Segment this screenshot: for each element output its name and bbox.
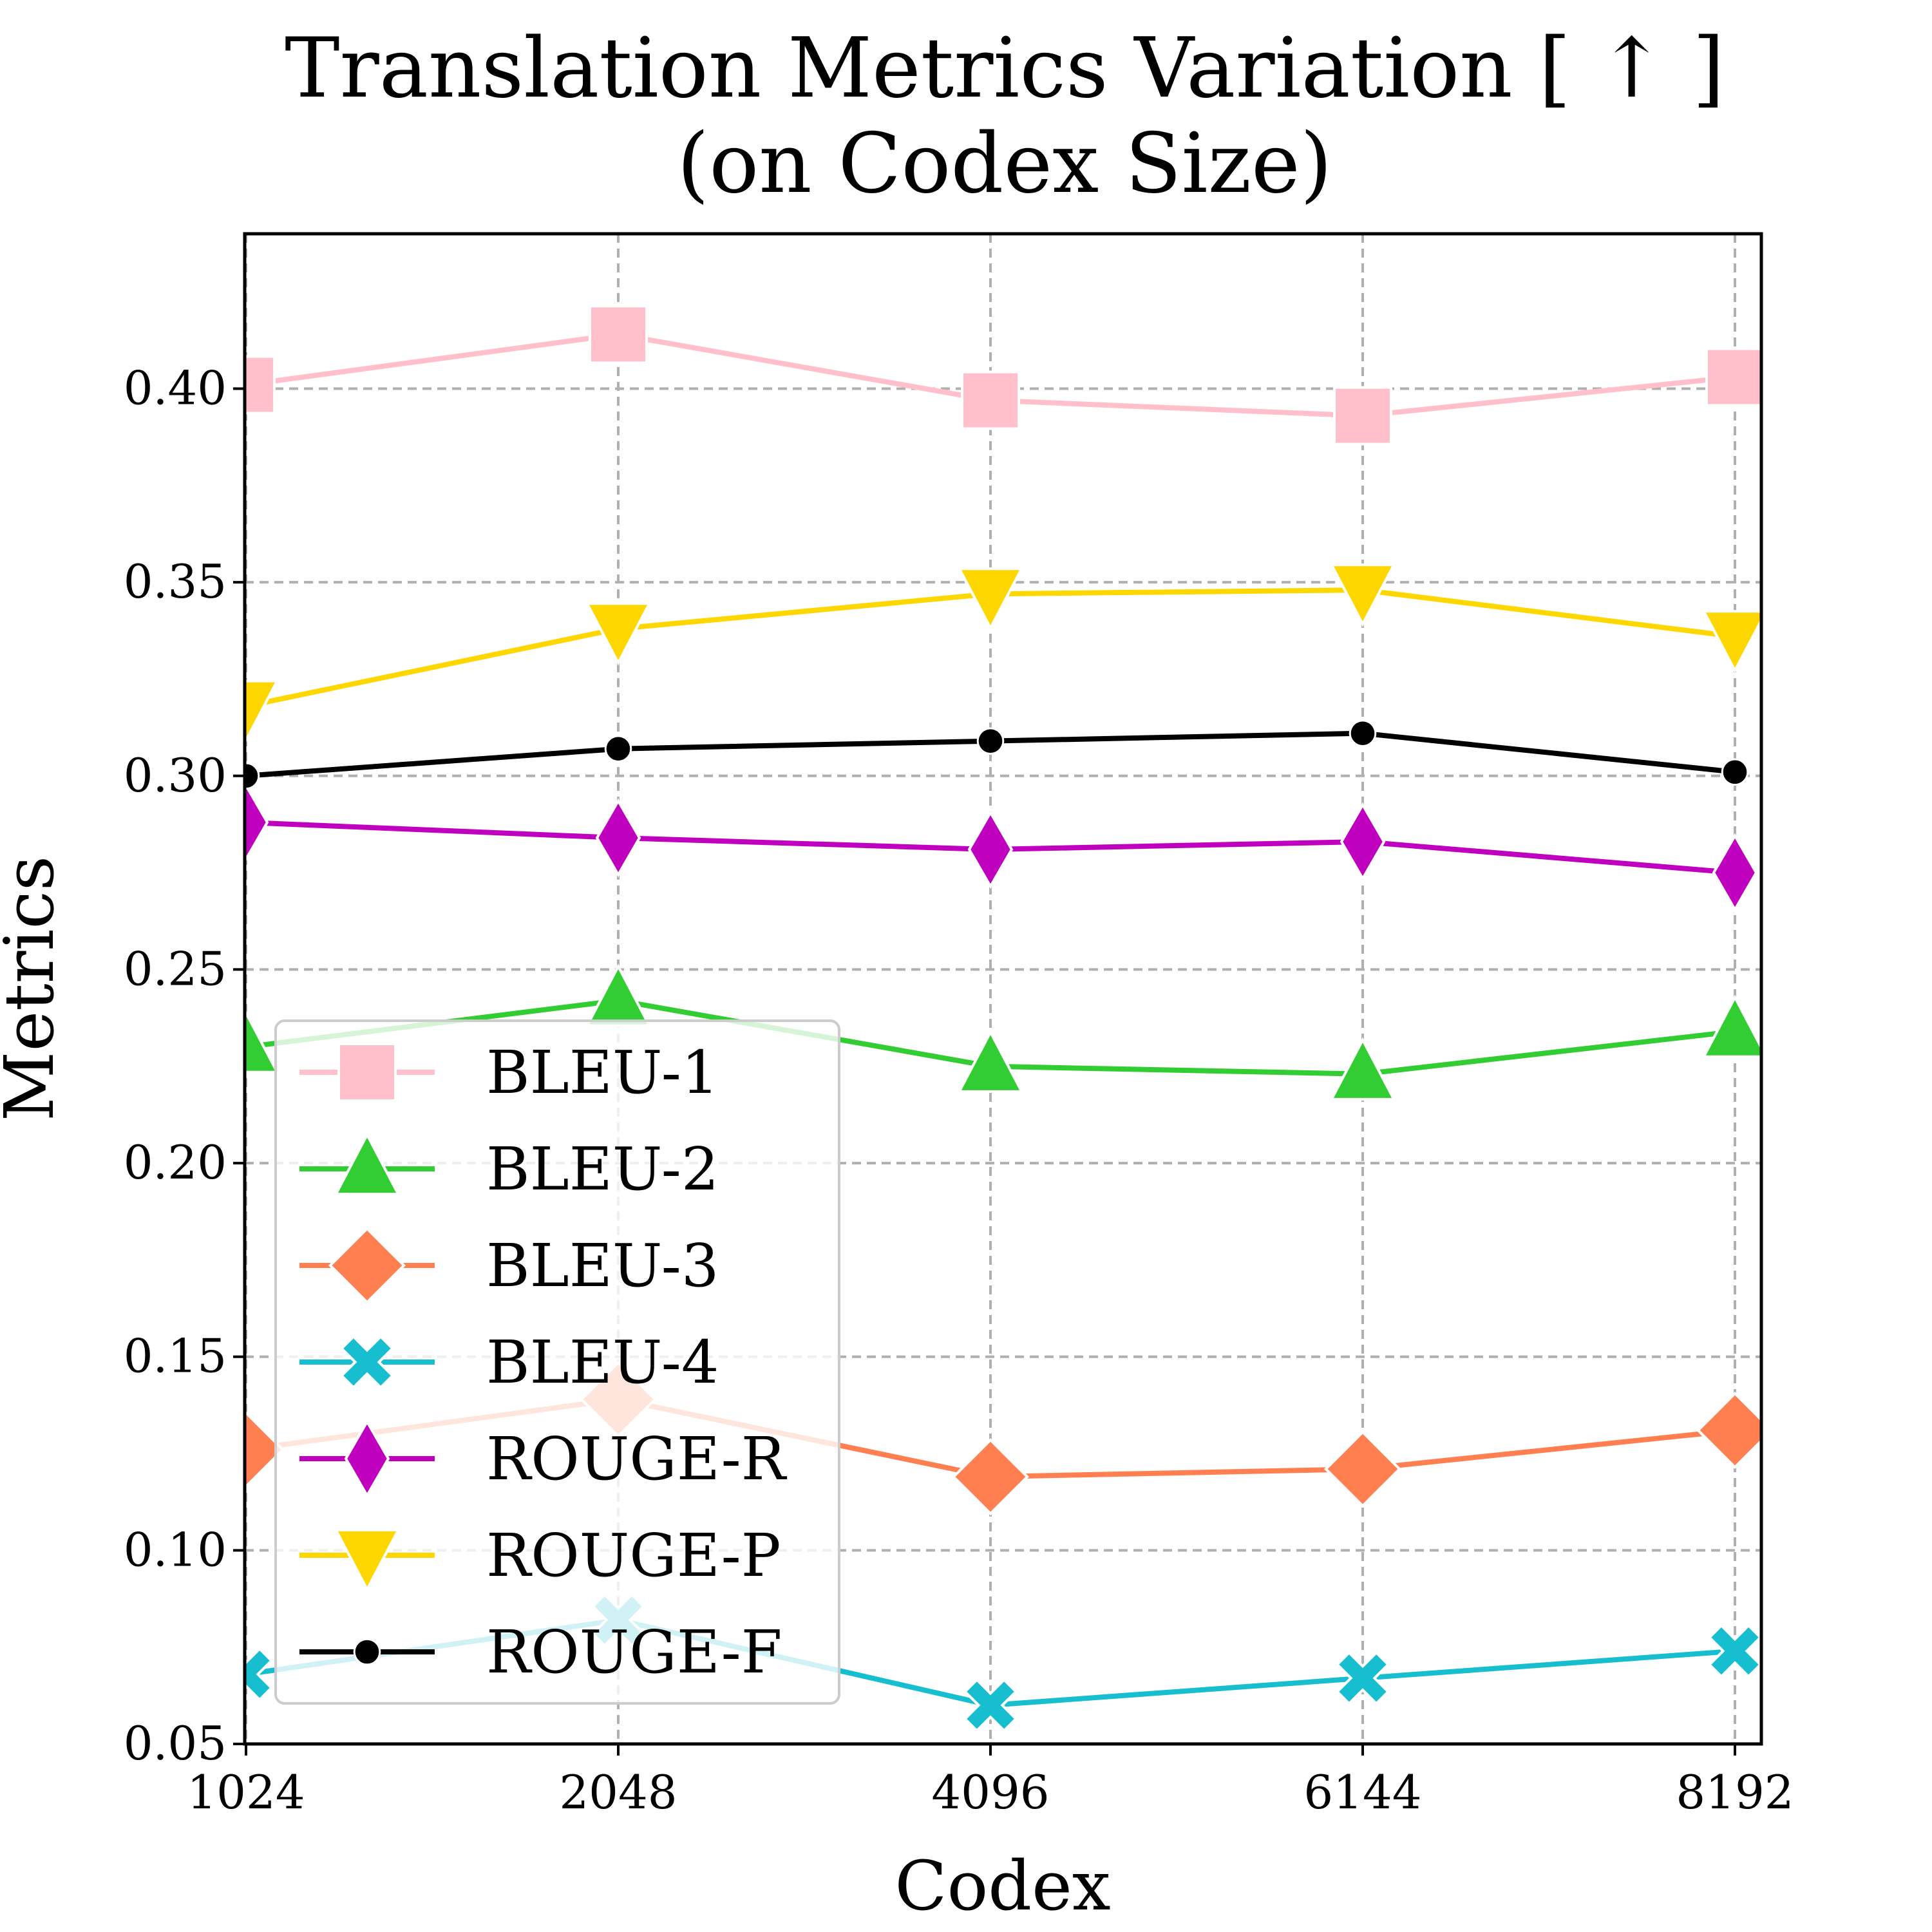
data-point-bleu-1: [589, 305, 648, 365]
legend-label-bleu-3: BLEU-3: [486, 1231, 719, 1300]
marker-x-stroke: [1339, 1654, 1387, 1702]
y-tick-label: 0.40: [124, 361, 227, 415]
data-point-rouge-f: [976, 727, 1005, 755]
data-point-rouge-p: [1701, 610, 1761, 674]
data-point-rouge-r: [1340, 802, 1386, 882]
data-point-rouge-p: [1329, 564, 1396, 627]
plot-frame: [243, 232, 1763, 1746]
y-axis-label: Metrics: [0, 856, 69, 1121]
legend-item-rouge-p: ROUGE-P: [299, 1521, 781, 1593]
legend-item-bleu-2: BLEU-2: [299, 1132, 719, 1204]
data-point-rouge-f: [1349, 719, 1377, 747]
data-point-rouge-r: [595, 798, 641, 878]
axis-ticks: 0.05 0.10 0.15 0.20 0.25 0.30 0.35 0.40 1024 2048…: [124, 361, 1794, 1819]
series-rouge-r: [245, 782, 1758, 913]
x-tick-label: 1024: [187, 1765, 305, 1819]
series-rouge-f: [245, 719, 1749, 790]
data-point-rouge-f: [1721, 758, 1749, 786]
series-bleu-2: [245, 963, 1761, 1101]
legend-label-bleu-2: BLEU-2: [486, 1135, 719, 1204]
data-point-bleu-4: [1709, 1625, 1761, 1677]
data-point-bleu-2: [1329, 1037, 1396, 1101]
marker-x-stroke: [967, 1681, 1014, 1729]
legend-item-bleu-3: BLEU-3: [299, 1226, 719, 1305]
legend-label-bleu-1: BLEU-1: [486, 1038, 719, 1107]
legend-marker-bleu-4: [341, 1336, 393, 1388]
data-point-rouge-f: [604, 735, 632, 763]
x-tick-label: 2048: [559, 1765, 677, 1819]
data-point-bleu-3: [951, 1438, 1030, 1516]
x-axis-label: Codex: [895, 1846, 1110, 1926]
marker-x-stroke: [343, 1338, 391, 1386]
y-tick-label: 0.20: [124, 1135, 227, 1189]
legend-label-rouge-r: ROUGE-R: [486, 1425, 788, 1493]
data-point-bleu-4: [965, 1680, 1016, 1731]
legend-marker-rouge-f: [353, 1638, 381, 1666]
marker-x-stroke: [1711, 1627, 1759, 1675]
data-point-bleu-2: [957, 1029, 1024, 1093]
legend-marker-bleu-2: [334, 1132, 401, 1196]
data-point-bleu-1: [961, 370, 1020, 430]
legend-marker-rouge-r: [344, 1419, 390, 1499]
legend-item-rouge-r: ROUGE-R: [299, 1419, 788, 1499]
legend-item-rouge-f: ROUGE-F: [299, 1618, 782, 1687]
series-rouge-p: [245, 564, 1761, 743]
data-point-bleu-1: [1705, 347, 1761, 407]
chart-title-line2: (on Codex Size): [677, 116, 1332, 212]
data-point-rouge-p: [957, 567, 1024, 631]
y-tick-label: 0.35: [124, 554, 227, 609]
y-tick-label: 0.15: [124, 1329, 227, 1383]
legend-label-bleu-4: BLEU-4: [486, 1328, 719, 1397]
data-point-bleu-4: [1337, 1653, 1388, 1704]
legend-item-bleu-4: BLEU-4: [299, 1328, 719, 1397]
data-point-bleu-3: [1696, 1391, 1761, 1469]
x-tick-label: 6144: [1303, 1765, 1421, 1819]
x-tick-label: 4096: [931, 1765, 1049, 1819]
x-tick-label: 8192: [1676, 1765, 1794, 1819]
y-tick-label: 0.30: [124, 748, 227, 802]
data-point-rouge-r: [1712, 833, 1758, 913]
chart-title-line1: Translation Metrics Variation [ ↑ ]: [285, 21, 1725, 117]
legend-box: [274, 1019, 840, 1705]
legend: BLEU-1 BLEU-2 BLEU-3 BLEU-4 ROUGE-R ROUGE-P RO…: [274, 1019, 840, 1705]
legend-marker-bleu-1: [337, 1043, 397, 1102]
legend-label-rouge-f: ROUGE-F: [486, 1618, 782, 1687]
y-tick-label: 0.25: [124, 942, 227, 996]
data-point-bleu-1: [1333, 386, 1392, 446]
y-tick-label: 0.10: [124, 1522, 227, 1577]
data-point-bleu-2: [585, 963, 652, 1027]
legend-item-bleu-1: BLEU-1: [299, 1038, 719, 1107]
legend-marker-rouge-p: [334, 1528, 401, 1593]
data-point-bleu-3: [1323, 1430, 1402, 1508]
legend-marker-bleu-3: [328, 1226, 406, 1305]
data-point-bleu-2: [1701, 994, 1761, 1058]
legend-label-rouge-p: ROUGE-P: [486, 1521, 781, 1590]
y-tick-label: 0.05: [124, 1716, 227, 1770]
data-point-rouge-r: [967, 810, 1014, 889]
data-point-rouge-p: [585, 602, 652, 666]
